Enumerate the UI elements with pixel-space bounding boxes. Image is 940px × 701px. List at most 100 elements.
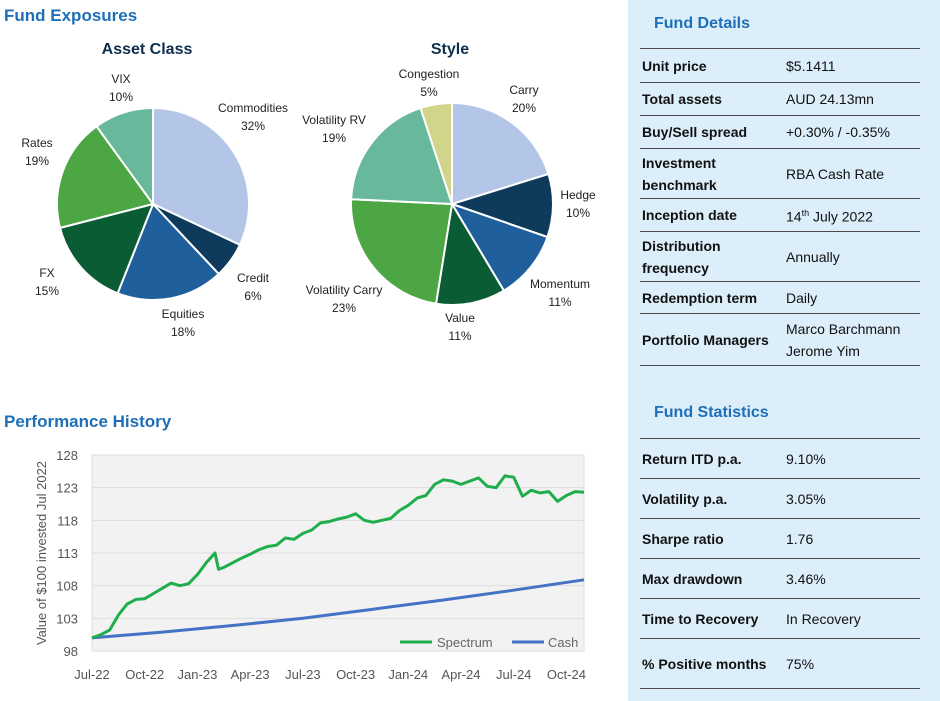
label-rates-value: 19%	[25, 154, 49, 168]
series-line-spectrum	[91, 474, 585, 640]
label-volatility-rv-value: 19%	[322, 131, 346, 145]
inception-rest: July 2022	[809, 208, 873, 225]
label-equities-name: Equities	[162, 307, 205, 321]
pie-slice-volatility-carry	[350, 198, 454, 305]
style-title: Style	[430, 41, 470, 58]
row-recovery: Time to Recovery In Recovery	[640, 598, 920, 639]
label-momentum-name: Momentum	[530, 277, 590, 291]
pie-slice-vix	[95, 106, 154, 208]
benchmark-label: Investment benchmark	[640, 148, 784, 199]
row-inception: Inception date 14th July 2022	[640, 198, 920, 232]
pie-slice-equities	[116, 202, 221, 301]
asset-class-pie	[56, 106, 250, 301]
recovery-label: Time to Recovery	[640, 598, 784, 639]
asset-class-title: Asset Class	[101, 41, 193, 58]
x-tick-oct-24: Oct-24	[547, 667, 586, 682]
label-value-value: 11%	[448, 329, 471, 343]
label-equities-value: 18%	[171, 325, 195, 339]
y-tick-113: 113	[57, 546, 78, 561]
label-fx-name: FX	[39, 266, 54, 280]
fund-statistics-table: Return ITD p.a. 9.10% Volatility p.a. 3.…	[640, 438, 920, 689]
row-drawdown: Max drawdown 3.46%	[640, 558, 920, 599]
row-benchmark: Investment benchmark RBA Cash Rate	[640, 148, 920, 199]
drawdown-label: Max drawdown	[640, 558, 784, 599]
y-tick-103: 103	[56, 611, 78, 626]
redemption-label: Redemption term	[640, 281, 784, 314]
managers-value: Marco Barchmann Jerome Yim	[784, 313, 920, 366]
pie-slice-commodities	[152, 106, 250, 247]
row-redemption: Redemption term Daily	[640, 281, 920, 314]
pie-slice-value	[434, 201, 506, 306]
y-tick-118: 118	[57, 513, 78, 528]
distribution-label: Distribution frequency	[640, 231, 784, 282]
pie-slice-congestion	[419, 101, 453, 205]
label-carry-value: 20%	[512, 101, 536, 115]
x-tick-apr-24: Apr-24	[441, 667, 480, 682]
label-congestion-value: 5%	[420, 85, 438, 99]
y-tick-123: 123	[56, 481, 78, 496]
row-positive-months: % Positive months 75%	[640, 638, 920, 689]
label-rates-name: Rates	[21, 136, 52, 150]
label-credit-name: Credit	[237, 271, 270, 285]
sharpe-label: Sharpe ratio	[640, 518, 784, 559]
y-axis-label: Value of $100 invested Jul 2022	[34, 461, 49, 645]
fund-statistics-title: Fund Statistics	[654, 404, 769, 421]
label-volatility-rv-name: Volatility RV	[302, 113, 366, 127]
row-distribution: Distribution frequency Annually	[640, 231, 920, 282]
x-tick-oct-23: Oct-23	[336, 667, 375, 682]
inception-suffix: th	[801, 208, 810, 219]
legend-spectrum-label: Spectrum	[437, 635, 493, 650]
inception-value: 14th July 2022	[784, 198, 920, 232]
gridlines	[92, 454, 584, 652]
benchmark-value: RBA Cash Rate	[784, 148, 920, 199]
row-unit-price: Unit price $5.1411	[640, 48, 920, 83]
x-tick-apr-23: Apr-23	[231, 667, 270, 682]
label-momentum-value: 11%	[548, 295, 571, 309]
fund-info-panel: Fund Details Unit price $5.1411 Total as…	[628, 0, 940, 701]
label-credit-value: 6%	[244, 289, 262, 303]
x-tick-jan-24: Jan-24	[388, 667, 428, 682]
style-pie	[350, 101, 554, 306]
x-tick-jul-22: Jul-22	[74, 667, 109, 682]
label-fx-value: 15%	[35, 284, 59, 298]
spread-value: +0.30% / -0.35%	[784, 115, 920, 149]
label-vix-value: 10%	[109, 90, 133, 104]
return-label: Return ITD p.a.	[640, 438, 784, 479]
inception-day: 14	[786, 208, 802, 225]
label-volatility-carry-name: Volatility Carry	[306, 283, 383, 297]
x-tick-jul-24: Jul-24	[496, 667, 531, 682]
row-volatility: Volatility p.a. 3.05%	[640, 478, 920, 519]
label-volatility-carry-value: 23%	[332, 301, 356, 315]
positive-label: % Positive months	[640, 638, 784, 689]
pie-slice-fx	[58, 202, 155, 295]
pie-slice-rates	[56, 124, 155, 230]
unit-price-value: $5.1411	[784, 48, 920, 83]
x-tick-oct-22: Oct-22	[125, 667, 164, 682]
pie-slice-volatility-rv	[350, 106, 454, 206]
legend-cash-label: Cash	[548, 635, 578, 650]
series-lines	[91, 474, 585, 640]
drawdown-value: 3.46%	[784, 558, 920, 599]
x-tick-jan-23: Jan-23	[178, 667, 218, 682]
total-assets-value: AUD 24.13mn	[784, 82, 920, 116]
inception-label: Inception date	[640, 198, 784, 232]
unit-price-label: Unit price	[640, 48, 784, 83]
fund-details-table: Unit price $5.1411 Total assets AUD 24.1…	[640, 48, 920, 366]
row-managers: Portfolio Managers Marco Barchmann Jerom…	[640, 313, 920, 366]
managers-label: Portfolio Managers	[640, 313, 784, 366]
label-commodities-value: 32%	[241, 119, 265, 133]
label-carry-name: Carry	[509, 83, 538, 97]
pie-slice-momentum	[449, 202, 549, 293]
manager-1: Marco Barchmann	[786, 320, 901, 337]
y-tick-108: 108	[56, 579, 78, 594]
row-sharpe: Sharpe ratio 1.76	[640, 518, 920, 559]
fund-details-title: Fund Details	[654, 15, 751, 32]
label-hedge-name: Hedge	[560, 188, 596, 202]
label-vix-name: VIX	[111, 72, 130, 86]
performance-history-heading: Performance History	[4, 412, 172, 431]
manager-2: Jerome Yim	[786, 342, 860, 359]
exposure-pies: Commodities 32% Credit 6% Equities 18% F…	[21, 67, 596, 343]
x-axis-ticks: Jul-22 Oct-22 Jan-23 Apr-23 Jul-23 Oct-23 Jan-…	[74, 667, 586, 682]
return-value: 9.10%	[784, 438, 920, 479]
series-line-cash	[91, 578, 585, 640]
